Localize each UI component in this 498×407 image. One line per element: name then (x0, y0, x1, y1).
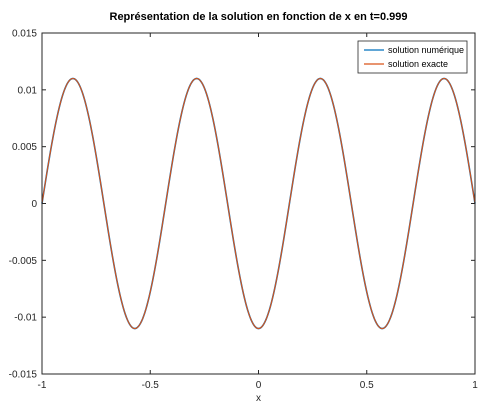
legend-label-solution-exacte: solution exacte (388, 59, 448, 69)
chart-title: Représentation de la solution en fonctio… (110, 11, 408, 23)
x-tick-label: 0 (256, 380, 262, 391)
x-tick-label: 0.5 (360, 380, 374, 391)
legend-box (357, 40, 468, 74)
x-tick-label: -1 (38, 380, 47, 391)
legend-label-solution-numerique: solution numérique (388, 45, 464, 55)
y-tick-label: 0.015 (12, 29, 37, 40)
y-tick-label: -0.005 (9, 256, 38, 267)
x-tick-label: 1 (472, 380, 478, 391)
x-axis-label: x (256, 393, 261, 404)
y-tick-label: -0.01 (14, 313, 37, 324)
x-tick-label: -0.5 (142, 380, 160, 391)
y-tick-label: 0 (31, 199, 37, 210)
legend: solution numérique solution exacte (357, 40, 468, 74)
series-line-solution-exacte (41, 77, 476, 330)
y-tick-label: -0.015 (9, 370, 38, 381)
plot-area-background (42, 33, 475, 374)
y-tick-label: 0.01 (18, 85, 38, 96)
series-layer (41, 77, 476, 330)
y-tick-label: 0.005 (12, 142, 37, 153)
y-axis: -0.015 -0.01 -0.005 0 0.005 0.01 0.015 (9, 29, 475, 381)
x-axis: -1 -0.5 0 0.5 1 (38, 33, 478, 391)
